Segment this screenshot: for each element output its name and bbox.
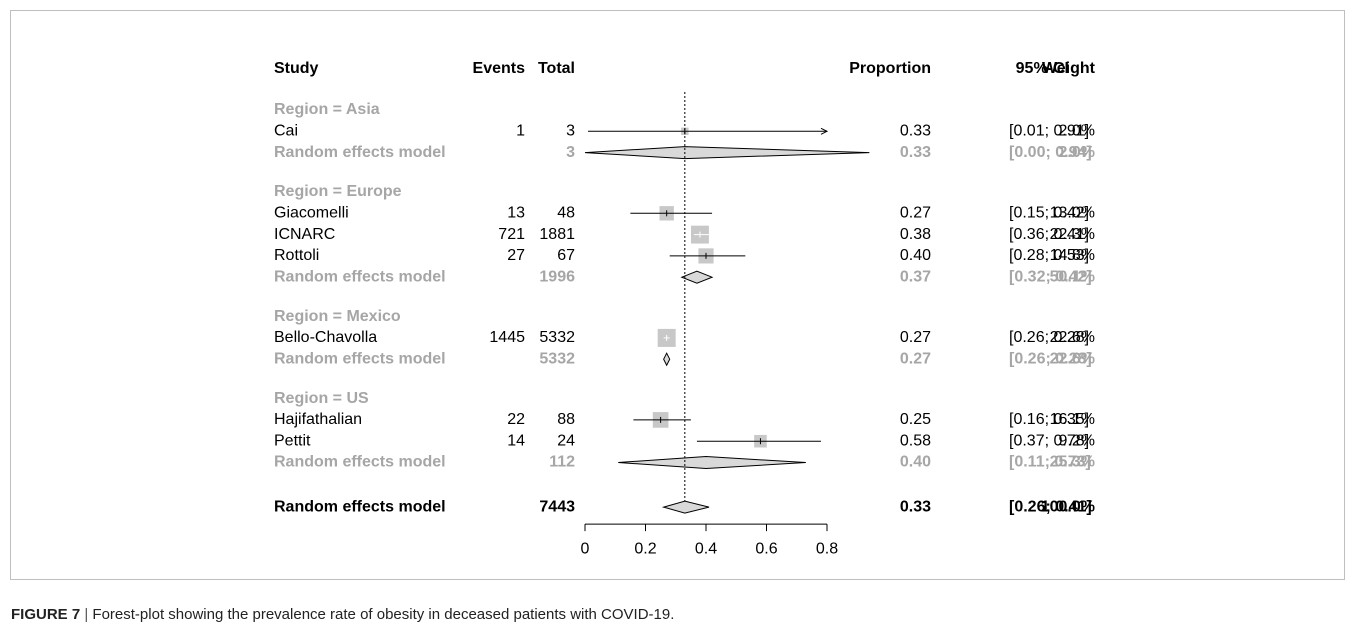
study-ci: [0.28; 0.53] [1009,247,1089,264]
overall-model-label: Random effects model [274,498,446,515]
header-weight: Weight [1042,60,1096,77]
study-proportion: 0.25 [900,411,931,428]
subgroup-label: Region = Mexico [274,308,401,325]
study-events: 27 [507,247,525,264]
study-name: Bello-Chavolla [274,329,377,346]
subgroup-weight: 22.6% [1050,350,1095,367]
subgroup-ci: [0.11; 0.73] [1009,454,1091,471]
study-proportion: 0.33 [900,123,931,140]
header-study: Study [274,60,319,77]
header-events: Events [473,60,526,77]
figure-caption: FIGURE 7 | Forest-plot showing the preva… [11,606,674,623]
figure-frame: Study Events Total Proportion 95%-CI Weight Re… [10,10,1345,580]
subgroup-total: 112 [549,454,575,471]
subgroup-ci: [0.00; 0.94] [1009,144,1092,161]
study-ci: [0.01; 0.91] [1009,123,1089,140]
x-tick-label: 0.4 [695,540,717,557]
study-name: Pettit [274,432,311,449]
study-weight: 22.3% [1050,226,1095,243]
figure-label: FIGURE 7 [11,606,81,623]
subgroup-diamond [663,352,671,367]
study-name: Giacomelli [274,205,349,222]
subgroup-total: 3 [566,144,575,161]
subgroup-total: 1996 [539,268,575,285]
study-events: 14 [507,432,525,449]
study-total: 67 [557,247,575,264]
x-tick-label: 0.2 [634,540,656,557]
study-proportion: 0.40 [900,247,931,264]
study-total: 1881 [539,226,575,243]
study-events: 1 [516,123,525,140]
study-name: Hajifathalian [274,411,362,428]
study-total: 5332 [539,329,575,346]
subgroup-label: Region = Europe [274,183,402,200]
ci-arrow [820,127,829,135]
study-ci: [0.36; 0.41] [1009,226,1089,243]
subgroup-weight: 50.1% [1050,268,1095,285]
study-weight: 13.0% [1050,205,1095,222]
subgroup-model-label: Random effects model [274,350,446,367]
study-ci: [0.26; 0.28] [1009,329,1089,346]
subgroup-model-label: Random effects model [274,454,446,471]
header-proportion: Proportion [849,60,931,77]
study-events: 721 [498,226,525,243]
study-events: 1445 [489,329,525,346]
study-total: 24 [557,432,575,449]
study-name: Rottoli [274,247,319,264]
caption-text: Forest-plot showing the prevalence rate … [92,606,675,623]
subgroup-diamond [618,456,806,470]
subgroup-model-label: Random effects model [274,268,446,285]
study-total: 88 [557,411,575,428]
study-proportion: 0.38 [900,226,931,243]
x-tick-label: 0 [581,540,590,557]
study-proportion: 0.58 [900,432,931,449]
subgroup-diamond [680,270,714,284]
overall-total: 7443 [539,498,575,515]
study-name: Cai [274,123,298,140]
study-proportion: 0.27 [900,329,931,346]
study-name: ICNARC [274,226,335,243]
study-weight: 16.1% [1050,411,1095,428]
subgroup-ci: [0.32; 0.42] [1009,268,1092,285]
study-events: 22 [507,411,525,428]
study-proportion: 0.27 [900,205,931,222]
subgroup-proportion: 0.33 [900,144,931,161]
overall-ci: [0.26; 0.41] [1009,498,1092,515]
subgroup-model-label: Random effects model [274,144,446,161]
caption-separator: | [80,606,93,623]
subgroup-proportion: 0.37 [900,268,931,285]
subgroup-label: Region = Asia [274,101,380,118]
study-weight: 2.0% [1059,123,1095,140]
subgroup-weight: 25.3% [1050,454,1095,471]
study-ci: [0.16; 0.35] [1009,411,1089,428]
overall-weight: 100.0% [1041,498,1095,515]
header-total: Total [538,60,575,77]
header-ci: 95%-CI [1016,60,1069,77]
subgroup-weight: 2.0% [1059,144,1095,161]
study-ci: [0.15; 0.42] [1009,205,1089,222]
subgroup-total: 5332 [539,350,575,367]
subgroup-diamond [584,146,870,160]
subgroup-proportion: 0.27 [900,350,931,367]
study-total: 3 [566,123,575,140]
subgroup-proportion: 0.40 [900,454,931,471]
study-total: 48 [557,205,575,222]
overall-proportion: 0.33 [900,498,931,515]
study-weight: 14.8% [1050,247,1095,264]
subgroup-label: Region = US [274,390,369,407]
x-tick-label: 0.6 [755,540,777,557]
study-ci: [0.37; 0.78] [1009,432,1089,449]
study-weight: 9.2% [1059,432,1095,449]
overall-diamond [661,500,710,514]
study-events: 13 [507,205,525,222]
study-weight: 22.6% [1050,329,1095,346]
x-tick-label: 0.8 [816,540,838,557]
subgroup-ci: [0.26; 0.28] [1009,350,1092,367]
